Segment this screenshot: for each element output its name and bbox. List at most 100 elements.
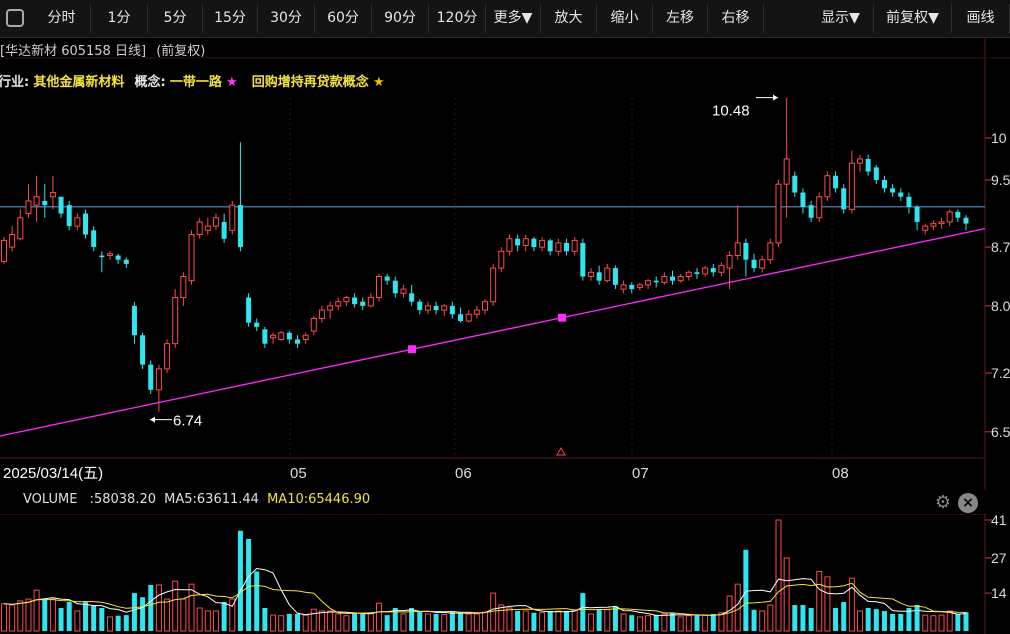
candle-body — [848, 162, 855, 210]
volume-bar — [587, 613, 594, 632]
concept-row: 行业: 其他金属新材料 概念: 一带一路 ★ 回购增持再贷款概念 ★ — [0, 71, 385, 91]
volume-bar — [636, 616, 643, 632]
volume-bar — [906, 607, 912, 631]
candle-body — [506, 238, 513, 252]
adjust-dropdown[interactable]: 前复权▼ — [874, 4, 952, 33]
volume-y-tick-label: 14 — [991, 585, 1007, 601]
concept-item-1[interactable]: 一带一路 — [169, 75, 222, 90]
candle-body — [873, 167, 879, 180]
move-right-button[interactable]: 右移 — [708, 4, 764, 33]
candle-body — [620, 284, 627, 290]
candle-body — [1, 239, 7, 262]
candle-body — [254, 322, 260, 327]
stock-title-row: [华达新材 605158 日线] (前复权) — [0, 40, 205, 60]
volume-bar — [800, 605, 806, 631]
industry-value[interactable]: 其他金属新材料 — [33, 75, 125, 90]
tab-30min[interactable]: 30分 — [258, 4, 315, 33]
candle-body — [237, 205, 243, 248]
close-icon[interactable]: × — [958, 493, 978, 513]
zoom-out-button[interactable]: 缩小 — [597, 4, 653, 33]
volume-bar — [792, 605, 798, 631]
volume-bar — [204, 610, 211, 632]
tab-5min[interactable]: 5分 — [148, 4, 203, 33]
volume-bar — [865, 607, 871, 631]
stock-title: [华达新材 605158 日线] — [0, 44, 147, 59]
volume-bar — [783, 557, 790, 632]
concept-item-2[interactable]: 回购增持再贷款概念 — [251, 75, 369, 90]
volume-bar — [718, 612, 725, 632]
volume-bar — [922, 614, 929, 632]
candle-body — [49, 192, 56, 198]
draw-line-button[interactable]: 画线 — [952, 4, 1010, 33]
more-dropdown[interactable]: 更多▼ — [486, 4, 541, 33]
candle-body — [890, 188, 896, 193]
price-chart[interactable]: 05 06 07 08 10 9.5 8.7 8.0 7.2 6.5 2025/03/14(五) 10… — [0, 38, 1010, 490]
toolbar-toggle-icon[interactable] — [6, 9, 24, 27]
candle-body — [555, 242, 562, 252]
candle-body — [865, 158, 871, 172]
y-tick-label: 6.5 — [991, 424, 1010, 440]
tab-15min[interactable]: 15分 — [203, 4, 258, 33]
volume-bar — [148, 584, 154, 631]
candle-body — [473, 309, 480, 315]
candle-body — [327, 305, 334, 311]
volume-bar — [685, 615, 692, 632]
volume-bar — [506, 607, 513, 632]
display-dropdown[interactable]: 显示▼ — [808, 4, 874, 33]
trendline-anchor-icon — [408, 345, 416, 354]
volume-bar — [278, 615, 285, 632]
candle-body — [833, 175, 839, 189]
candle-body — [531, 238, 537, 248]
settings-gear-icon[interactable]: ⚙ — [934, 492, 952, 513]
volume-bar — [302, 614, 309, 632]
volume-bar — [392, 607, 398, 631]
tab-120min[interactable]: 120分 — [429, 4, 486, 33]
volume-bar — [890, 613, 896, 631]
tab-90min[interactable]: 90分 — [372, 4, 429, 33]
volume-bar — [83, 602, 89, 631]
marker-icon — [556, 446, 566, 456]
candle-body — [246, 297, 252, 323]
volume-bar — [172, 580, 179, 632]
volume-bar — [498, 604, 505, 632]
candle-body — [360, 301, 366, 306]
volume-bar — [327, 610, 334, 632]
tab-60min[interactable]: 60分 — [315, 4, 372, 33]
volume-bar — [49, 598, 56, 632]
industry-label: 行业: — [0, 75, 30, 90]
volume-bar — [221, 602, 227, 631]
tab-1min[interactable]: 1分 — [91, 4, 148, 33]
move-left-button[interactable]: 左移 — [653, 4, 708, 33]
candle-body — [91, 230, 97, 248]
candle-body — [685, 271, 692, 277]
x-tick-label: 06 — [455, 465, 472, 482]
candle-body — [367, 296, 374, 307]
candle-body — [204, 225, 211, 231]
volume-bar — [751, 609, 757, 631]
y-tick-label: 7.2 — [991, 365, 1010, 381]
tab-intraday[interactable]: 分时 — [33, 4, 91, 33]
candle-body — [9, 234, 16, 248]
candle-body — [710, 268, 716, 273]
candle-body — [792, 175, 798, 193]
trendline-anchor-icon — [558, 313, 566, 322]
candle-body — [564, 242, 570, 252]
candle-body — [718, 265, 725, 273]
volume-label: VOLUME — [23, 492, 78, 507]
volume-bar — [473, 613, 480, 632]
candle-body — [490, 267, 497, 303]
candle-body — [424, 305, 431, 311]
x-tick-label: 08 — [832, 465, 849, 482]
candle-body — [767, 242, 774, 261]
volume-bar — [881, 610, 887, 631]
candle-body — [612, 268, 618, 285]
volume-chart[interactable]: 41 27 14 — [0, 514, 1010, 634]
volume-bar — [522, 610, 529, 632]
volume-bar — [229, 598, 236, 632]
candle-body — [99, 255, 105, 258]
volume-bar — [1, 603, 7, 632]
volume-bar — [58, 607, 64, 631]
volume-bar — [775, 519, 782, 632]
candle-body — [694, 272, 700, 274]
zoom-in-button[interactable]: 放大 — [541, 4, 597, 33]
